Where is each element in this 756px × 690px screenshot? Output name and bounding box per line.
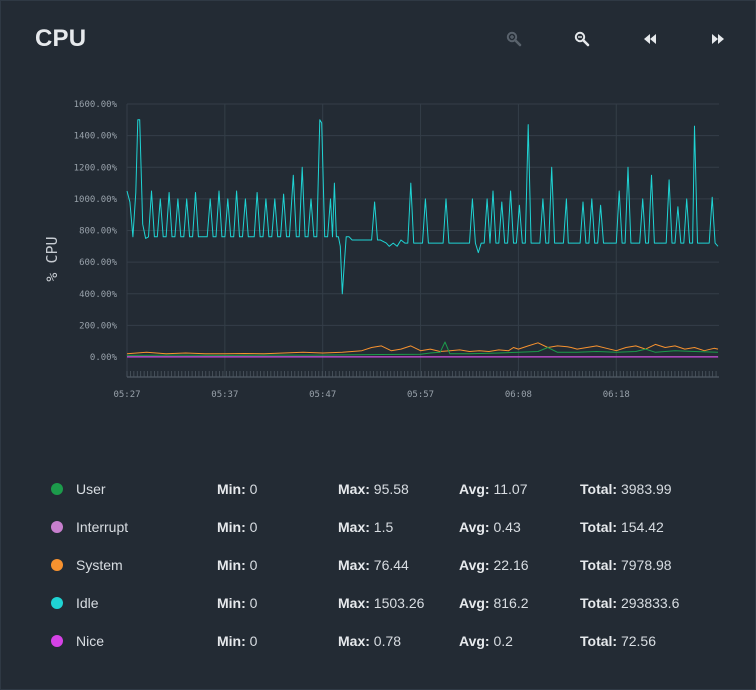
legend-min: Min: 0 — [217, 481, 258, 497]
legend-color-dot — [51, 597, 63, 609]
legend-avg: Avg: 0.43 — [459, 519, 521, 535]
legend-row[interactable]: Interrupt Min: 0 Max: 1.5 Avg: 0.43 Total: 1… — [1, 515, 756, 539]
fast-forward-icon — [712, 34, 724, 44]
y-tick-label: 800.00% — [79, 227, 118, 237]
legend-avg: Avg: 0.2 — [459, 633, 513, 649]
zoom-in-button[interactable] — [502, 27, 526, 51]
legend-max: Max: 95.58 — [338, 481, 409, 497]
legend-series-name: System — [76, 557, 123, 573]
x-tick-label: 06:18 — [603, 390, 630, 400]
legend-total: Total: 293833.6 — [580, 595, 680, 611]
y-tick-label: 0.00% — [90, 353, 118, 363]
legend-max: Max: 0.78 — [338, 633, 402, 649]
legend-series-name: User — [76, 481, 106, 497]
legend-series-name: Nice — [76, 633, 105, 649]
legend-avg: Avg: 816.2 — [459, 595, 529, 611]
y-tick-label: 400.00% — [79, 290, 118, 300]
chart-series — [126, 119, 719, 358]
legend-max: Max: 1503.26 — [338, 595, 425, 611]
y-axis-ticks: 1600.00% 1400.00% 1200.00% 1000.00% 800.00% 6… — [74, 100, 118, 363]
y-tick-label: 600.00% — [79, 258, 118, 268]
legend-total: Total: 3983.99 — [580, 481, 672, 497]
legend-row[interactable]: Idle Min: 0 Max: 1503.26 Avg: 816.2 Total: 2… — [1, 591, 756, 615]
series-line-idle — [126, 119, 719, 295]
zoom-out-button[interactable] — [570, 27, 594, 51]
legend-total: Total: 154.42 — [580, 519, 664, 535]
legend-min: Min: 0 — [217, 557, 258, 573]
y-tick-label: 1400.00% — [74, 132, 118, 142]
fast-forward-button[interactable] — [706, 27, 730, 51]
legend-min: Min: 0 — [217, 633, 258, 649]
legend-row[interactable]: System Min: 0 Max: 76.44 Avg: 22.16 Total: 7… — [1, 553, 756, 577]
y-tick-label: 1600.00% — [74, 100, 118, 110]
x-axis-ticks: 05:27 05:37 05:47 05:57 06:08 06:18 — [113, 390, 629, 400]
legend-color-dot — [51, 483, 63, 495]
x-tick-label: 05:27 — [113, 390, 140, 400]
rewind-button[interactable] — [638, 27, 662, 51]
cpu-chart: 1600.00% 1400.00% 1200.00% 1000.00% 800.00% 6… — [1, 81, 756, 421]
zoom-in-icon — [506, 31, 522, 47]
x-tick-label: 05:37 — [211, 390, 238, 400]
legend-series-name: Idle — [76, 595, 99, 611]
legend-row[interactable]: User Min: 0 Max: 95.58 Avg: 11.07 Total: 398… — [1, 477, 756, 501]
y-tick-label: 1000.00% — [74, 195, 118, 205]
x-tick-label: 06:08 — [505, 390, 532, 400]
legend-min: Min: 0 — [217, 519, 258, 535]
cpu-line-chart: 1600.00% 1400.00% 1200.00% 1000.00% 800.00% 6… — [43, 100, 719, 400]
panel-title: CPU — [35, 25, 87, 52]
legend-color-dot — [51, 559, 63, 571]
y-tick-label: 200.00% — [79, 321, 118, 331]
legend-max: Max: 76.44 — [338, 557, 409, 573]
legend-avg: Avg: 22.16 — [459, 557, 529, 573]
legend-row[interactable]: Nice Min: 0 Max: 0.78 Avg: 0.2 Total: 72.56 — [1, 629, 756, 653]
y-tick-label: 1200.00% — [74, 163, 118, 173]
x-tick-label: 05:57 — [407, 390, 434, 400]
x-axis-minor-ticks — [126, 371, 719, 378]
y-axis-label: % CPU — [43, 236, 61, 281]
legend-total: Total: 7978.98 — [580, 557, 672, 573]
legend-avg: Avg: 11.07 — [459, 481, 528, 497]
legend-series-name: Interrupt — [76, 519, 129, 535]
legend-color-dot — [51, 521, 63, 533]
legend-total: Total: 72.56 — [580, 633, 657, 649]
series-line-system — [126, 342, 719, 355]
legend-color-dot — [51, 635, 63, 647]
series-line-user — [126, 341, 719, 356]
legend-max: Max: 1.5 — [338, 519, 394, 535]
legend-min: Min: 0 — [217, 595, 258, 611]
zoom-out-icon — [574, 31, 590, 47]
x-tick-label: 05:47 — [309, 390, 336, 400]
rewind-icon — [644, 34, 656, 44]
